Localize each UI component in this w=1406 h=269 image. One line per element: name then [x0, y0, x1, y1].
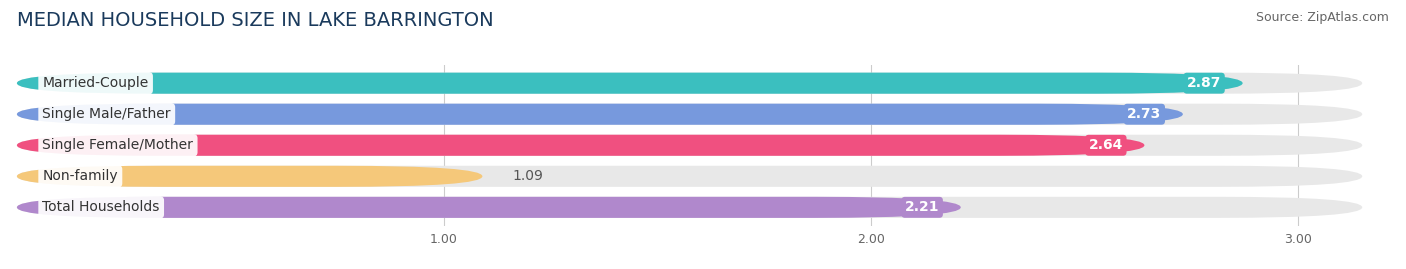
- Text: 2.64: 2.64: [1088, 138, 1123, 152]
- FancyBboxPatch shape: [17, 104, 1182, 125]
- FancyBboxPatch shape: [17, 73, 1243, 94]
- Text: Single Male/Father: Single Male/Father: [42, 107, 172, 121]
- Text: Non-family: Non-family: [42, 169, 118, 183]
- FancyBboxPatch shape: [17, 135, 1144, 156]
- Text: Source: ZipAtlas.com: Source: ZipAtlas.com: [1256, 11, 1389, 24]
- Text: 1.09: 1.09: [512, 169, 543, 183]
- FancyBboxPatch shape: [17, 104, 1362, 125]
- Text: Total Households: Total Households: [42, 200, 160, 214]
- FancyBboxPatch shape: [17, 166, 482, 187]
- Text: MEDIAN HOUSEHOLD SIZE IN LAKE BARRINGTON: MEDIAN HOUSEHOLD SIZE IN LAKE BARRINGTON: [17, 11, 494, 30]
- Text: 2.21: 2.21: [905, 200, 939, 214]
- FancyBboxPatch shape: [17, 73, 1362, 94]
- Text: Married-Couple: Married-Couple: [42, 76, 149, 90]
- FancyBboxPatch shape: [17, 197, 960, 218]
- Text: 2.73: 2.73: [1128, 107, 1161, 121]
- FancyBboxPatch shape: [17, 166, 1362, 187]
- Text: 2.87: 2.87: [1187, 76, 1222, 90]
- FancyBboxPatch shape: [17, 135, 1362, 156]
- Text: Single Female/Mother: Single Female/Mother: [42, 138, 194, 152]
- FancyBboxPatch shape: [17, 197, 1362, 218]
